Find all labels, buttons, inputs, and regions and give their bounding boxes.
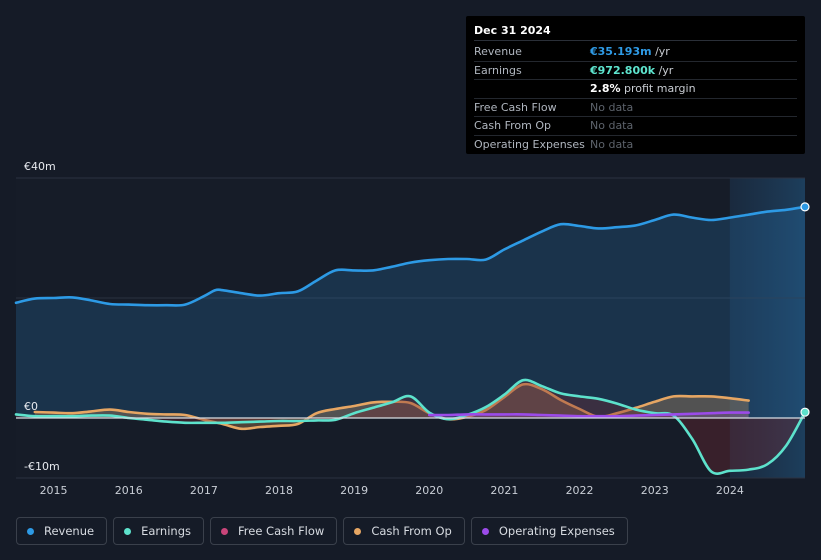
tooltip-label: Free Cash Flow (474, 100, 557, 114)
earnings-area (16, 379, 805, 474)
x-tick-label: 2018 (265, 484, 293, 497)
tooltip-value: 2.8% (590, 82, 621, 95)
tooltip-value: €972.800k (590, 63, 656, 77)
tooltip-value: No data (590, 119, 634, 132)
x-tick-label: 2024 (716, 484, 744, 497)
tooltip-label: Cash From Op (474, 119, 552, 132)
legend-operating-expenses[interactable]: Operating Expenses (470, 517, 628, 545)
legend-dot-icon (354, 527, 362, 535)
revenue-endpoint-marker (800, 202, 810, 212)
x-tick-label: 2023 (641, 484, 669, 497)
y-axis-label-top: €40m (24, 160, 56, 173)
revenue-area (16, 206, 805, 418)
legend-label: Cash From Op (371, 524, 452, 538)
tooltip-label: Revenue (474, 45, 522, 58)
legend-revenue[interactable]: Revenue (16, 517, 108, 545)
x-tick-label: 2020 (415, 484, 443, 497)
legend-dot-icon (124, 527, 132, 535)
y-axis-label-bottom: -€10m (24, 460, 60, 473)
tooltip-unit: /yr (655, 63, 674, 77)
tooltip-value: No data (590, 100, 634, 114)
tooltip-row-free-cash-flow: Free Cash Flow No data (474, 99, 797, 117)
legend-dot-icon (481, 527, 489, 535)
legend-label: Operating Expenses (498, 524, 615, 538)
tooltip-panel: Dec 31 2024 Revenue €35.193m /yr Earning… (466, 16, 805, 154)
tooltip-label (474, 80, 590, 98)
x-tick-label: 2021 (490, 484, 518, 497)
operating-expenses-line (427, 411, 750, 418)
x-tick-label: 2019 (340, 484, 368, 497)
legend-cash-from-op[interactable]: Cash From Op (343, 517, 465, 545)
tooltip-value: €35.193m (590, 45, 652, 58)
tooltip-row-operating-expenses: Operating Expenses No data (474, 136, 797, 154)
operating-expenses-area (429, 412, 749, 418)
tooltip-unit: /yr (651, 45, 670, 58)
x-tick-label: 2016 (115, 484, 143, 497)
legend-label: Free Cash Flow (238, 524, 325, 538)
legend-label: Revenue (44, 524, 95, 538)
tooltip-label: Operating Expenses (474, 137, 585, 151)
tooltip-unit: profit margin (620, 82, 696, 95)
tooltip-row-revenue: Revenue €35.193m /yr (474, 43, 797, 62)
tooltip-row-cash-from-op: Cash From Op No data (474, 117, 797, 136)
revenue-line (14, 205, 807, 307)
x-tick-label: 2015 (40, 484, 68, 497)
legend-dot-icon (221, 527, 228, 535)
forecast-band (729, 178, 805, 478)
x-tick-label: 2017 (190, 484, 218, 497)
legend-dot-icon (27, 527, 34, 535)
tooltip-row-margin: 2.8% profit margin (474, 80, 797, 99)
tooltip-row-earnings: Earnings €972.800k /yr (474, 62, 797, 80)
tooltip-date: Dec 31 2024 (474, 24, 797, 41)
plot-background (16, 178, 805, 478)
tooltip-label: Earnings (474, 63, 522, 77)
legend: Revenue Earnings Free Cash Flow Cash Fro… (16, 517, 628, 545)
earnings-endpoint-marker (800, 407, 810, 417)
y-axis-label-zero: €0 (24, 400, 38, 413)
legend-label: Earnings (141, 524, 191, 538)
tooltip-value: No data (590, 137, 634, 151)
legend-earnings[interactable]: Earnings (113, 517, 204, 545)
x-tick-label: 2022 (566, 484, 594, 497)
legend-free-cash-flow[interactable]: Free Cash Flow (210, 517, 338, 545)
